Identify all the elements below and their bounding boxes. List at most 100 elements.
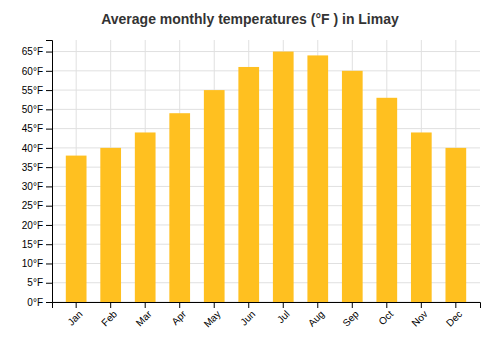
y-tick: 20°F [22,220,52,231]
bar [66,156,87,302]
x-tick: Feb [99,302,119,328]
y-tick-label: 35°F [22,162,43,173]
bar [307,55,328,302]
y-grid-line [52,128,480,129]
y-tick-mark [46,206,52,207]
x-tick-label: Apr [169,308,188,327]
bar [376,98,397,302]
x-tick-mark [110,302,111,308]
y-grid-line [52,90,480,91]
x-tick-label: Feb [99,308,119,328]
bar [169,113,190,302]
y-tick-mark [46,225,52,226]
y-tick-mark [46,129,52,130]
x-tick-label: Nov [409,308,429,328]
x-tick-label: Jun [238,308,257,327]
y-tick-label: 45°F [22,123,43,134]
x-tick-mark [317,302,318,308]
x-tick: Jun [238,302,257,328]
y-tick-label: 5°F [27,277,43,288]
y-tick: 25°F [22,200,52,211]
y-tick: 35°F [22,162,52,173]
bar [135,132,156,302]
x-tick-label: Aug [306,308,326,328]
y-tick-mark [46,186,52,187]
x-tick: May [202,302,223,330]
y-tick: 60°F [22,66,52,77]
y-tick-label: 50°F [22,104,43,115]
x-tick-mark [352,302,353,308]
x-tick-mark [248,302,249,308]
bars [66,52,466,302]
y-tick: 5°F [27,277,52,288]
bar [411,132,432,302]
y-tick-mark [46,167,52,168]
y-tick-mark [46,148,52,149]
y-tick-mark [46,283,52,284]
x-tick: Sep [340,302,361,329]
y-grid-line [52,70,480,71]
y-tick-label: 15°F [22,239,43,250]
y-tick-label: 60°F [22,66,43,77]
x-tick: Apr [169,302,188,327]
y-tick-label: 25°F [22,200,43,211]
x-tick-label: May [202,308,223,329]
x-tick-label: Mar [134,308,154,328]
x-axis-line [53,303,481,309]
plot: Jan Feb Mar Apr May Jun Jul Aug Sep Oct Nov Dec 0°F 5… [22,40,481,330]
bar [238,67,259,302]
x-tick-mark [283,302,284,308]
x-tick: Aug [306,302,326,329]
y-tick: 15°F [22,239,52,250]
y-tick-label: 0°F [27,297,43,308]
x-tick-mark [76,302,77,308]
y-tick-label: 20°F [22,220,43,231]
x-tick-mark [145,302,146,308]
y-tick-label: 55°F [22,85,43,96]
y-tick-mark [46,302,52,303]
x-tick: Mar [134,302,154,328]
bar [204,90,225,302]
x-tick-mark [386,302,387,308]
bar [445,148,466,302]
x-tick: Jan [65,302,84,328]
y-tick: 50°F [22,104,52,115]
x-tick: Dec [444,302,464,329]
grid [52,40,480,302]
chart: Jan Feb Mar Apr May Jun Jul Aug Sep Oct Nov Dec 0°F 5… [0,0,500,350]
y-tick-mark [46,52,52,53]
bar [100,148,121,302]
y-axis: 0°F 5°F 10°F 15°F 20°F 25°F 30°F 35°F 40°F 45°F 50… [22,41,53,308]
y-tick: 55°F [22,85,52,96]
title: Average monthly temperatures (°F ) in Li… [101,11,399,27]
x-tick-label: Oct [377,308,396,327]
y-tick: 65°F [22,46,52,57]
x-tick-label: Jan [65,308,84,327]
x-tick-mark [455,302,456,308]
y-tick-mark [46,90,52,91]
x-axis: Jan Feb Mar Apr May Jun Jul Aug Sep Oct Nov Dec [53,302,481,330]
y-tick: 45°F [22,123,52,134]
y-grid-line [52,109,480,110]
y-axis-line [46,41,53,303]
y-grid-line [52,51,480,52]
bar [273,52,294,302]
y-tick-label: 10°F [22,258,43,269]
x-tick: Nov [409,302,429,329]
y-tick-mark [46,263,52,264]
x-tick-mark [179,302,180,308]
bar [342,71,363,302]
y-tick-label: 40°F [22,143,43,154]
x-tick-mark [421,302,422,308]
y-tick-mark [46,109,52,110]
x-tick-mark [214,302,215,308]
y-tick-label: 65°F [22,46,43,57]
x-tick: Jul [275,302,292,325]
y-tick: 40°F [22,143,52,154]
y-tick: 30°F [22,181,52,192]
x-tick-label: Dec [444,308,464,328]
y-tick-mark [46,71,52,72]
y-tick: 0°F [27,297,52,308]
x-tick-label: Sep [340,308,361,329]
y-tick-label: 30°F [22,181,43,192]
